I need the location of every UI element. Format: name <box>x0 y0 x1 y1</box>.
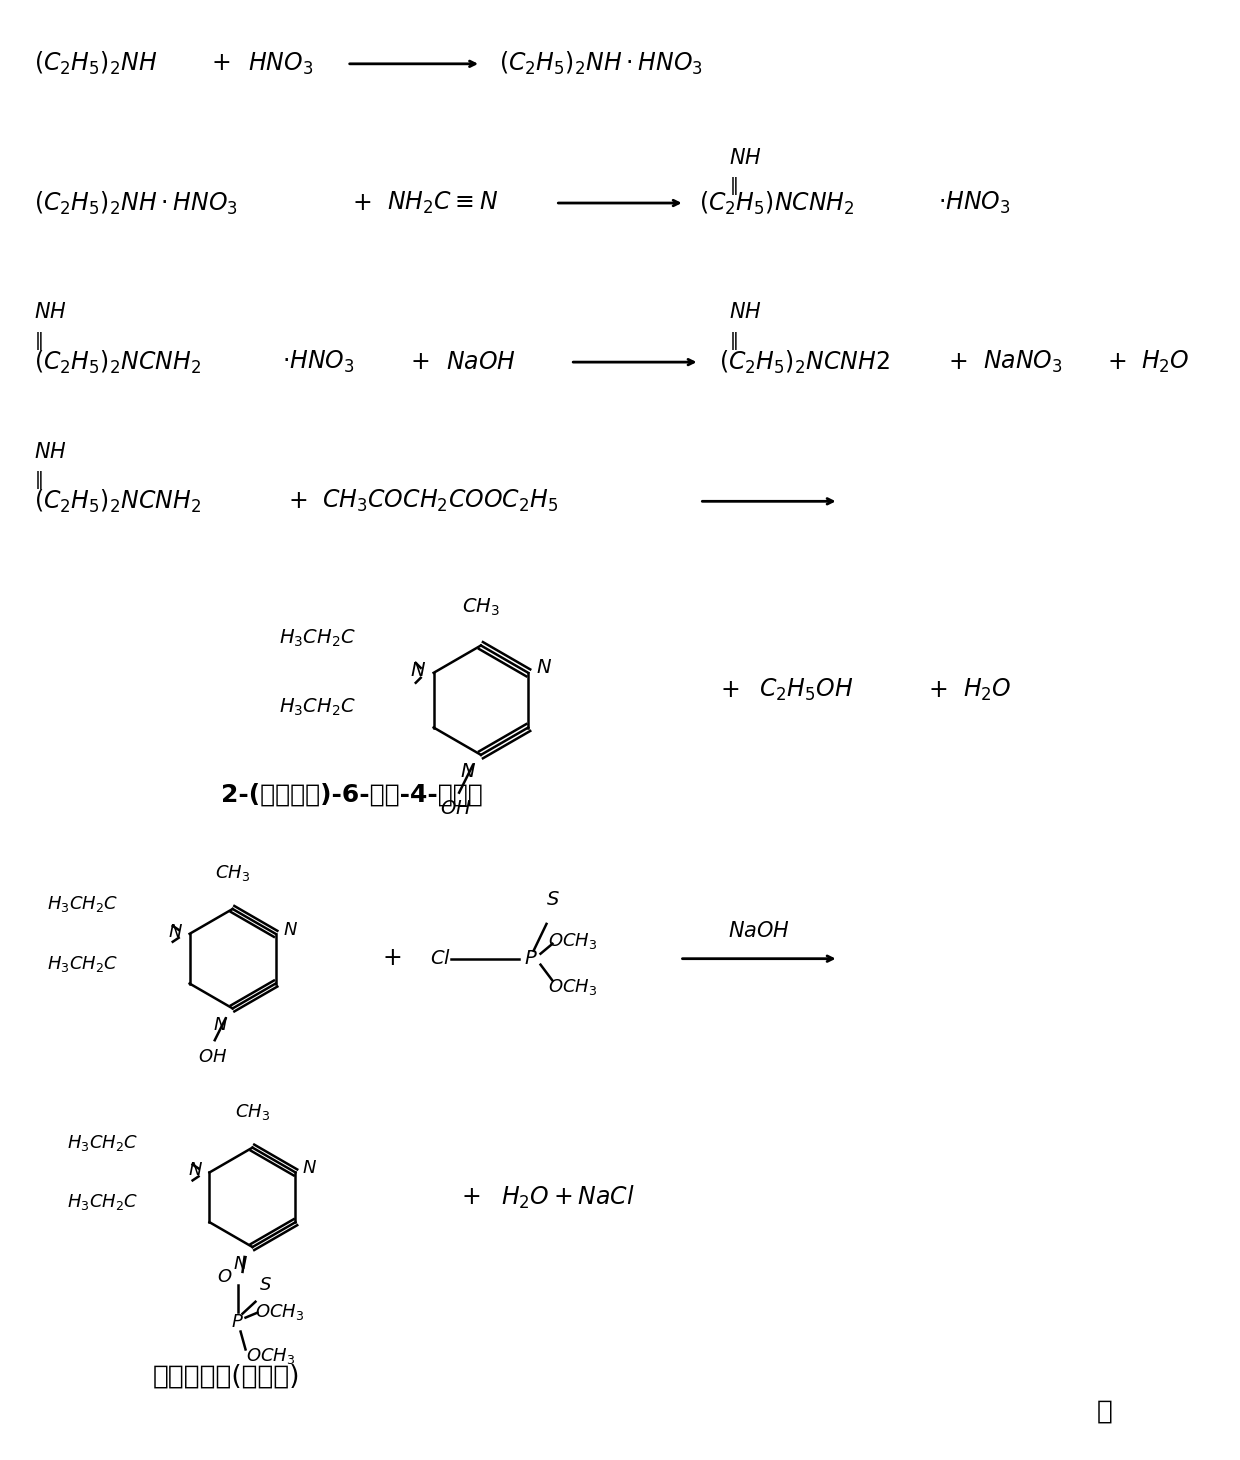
Text: $(C_2H_5)_2NH\cdot HNO_3$: $(C_2H_5)_2NH\cdot HNO_3$ <box>33 190 238 216</box>
Text: $NaOH$: $NaOH$ <box>446 350 516 374</box>
Text: $(C_2H_5)_2NCNH_2$: $(C_2H_5)_2NCNH_2$ <box>33 488 201 515</box>
Text: $OH$: $OH$ <box>440 800 472 818</box>
Text: $(C_2H_5)_2NCNH_2$: $(C_2H_5)_2NCNH_2$ <box>33 349 201 375</box>
Text: $NH$: $NH$ <box>729 302 763 323</box>
Text: $+$: $+$ <box>409 350 429 374</box>
Text: $\cdot HNO_3$: $\cdot HNO_3$ <box>937 190 1011 216</box>
Text: $H_2O$: $H_2O$ <box>962 677 1012 704</box>
Text: $N$: $N$ <box>233 1256 248 1273</box>
Text: $OCH_3$: $OCH_3$ <box>548 931 598 950</box>
Text: $+$: $+$ <box>1107 350 1126 374</box>
Text: $H_3CH_2C$: $H_3CH_2C$ <box>279 696 356 718</box>
Text: $NH$: $NH$ <box>729 149 763 168</box>
Text: $N$: $N$ <box>409 661 425 680</box>
Text: $H_3CH_2C$: $H_3CH_2C$ <box>47 953 118 974</box>
Text: $N$: $N$ <box>167 923 182 940</box>
Text: $OCH_3$: $OCH_3$ <box>246 1346 295 1367</box>
Text: $HNO_3$: $HNO_3$ <box>248 51 312 77</box>
Text: $\|$: $\|$ <box>729 175 738 197</box>
Text: $\|$: $\|$ <box>33 470 42 492</box>
Text: $(C_2H_5)_2NH\cdot HNO_3$: $(C_2H_5)_2NH\cdot HNO_3$ <box>498 50 703 77</box>
Text: $P$: $P$ <box>231 1313 244 1330</box>
Text: $+$: $+$ <box>929 679 947 702</box>
Text: $CH_3$: $CH_3$ <box>463 596 500 618</box>
Text: $(C_2H_5)_2NCNH2$: $(C_2H_5)_2NCNH2$ <box>719 349 890 375</box>
Text: $(C_2H_5)_2NH$: $(C_2H_5)_2NH$ <box>33 50 157 77</box>
Text: $C_2H_5OH$: $C_2H_5OH$ <box>759 677 853 704</box>
Text: $OCH_3$: $OCH_3$ <box>548 977 598 997</box>
Text: $H_2O + NaCl$: $H_2O + NaCl$ <box>501 1184 635 1210</box>
Text: $Cl$: $Cl$ <box>430 949 451 968</box>
Text: 。: 。 <box>1096 1399 1112 1423</box>
Text: $+$: $+$ <box>461 1186 481 1209</box>
Text: $OH$: $OH$ <box>198 1048 227 1066</box>
Text: $CH_3$: $CH_3$ <box>234 1102 270 1121</box>
Text: $\|$: $\|$ <box>33 330 42 352</box>
Text: $+$: $+$ <box>211 53 231 76</box>
Text: $N$: $N$ <box>460 762 476 781</box>
Text: $NH$: $NH$ <box>33 441 67 461</box>
Text: 2-(二乙氨基)-6-甲基-4-嘧啶醇: 2-(二乙氨基)-6-甲基-4-嘧啶醇 <box>221 783 482 806</box>
Text: $(C_2H_5)NCNH_2$: $(C_2H_5)NCNH_2$ <box>699 190 856 216</box>
Text: $CH_3COCH_2COOC_2H_5$: $CH_3COCH_2COOC_2H_5$ <box>322 488 558 514</box>
Text: $O$: $O$ <box>217 1267 233 1286</box>
Text: $H_3CH_2C$: $H_3CH_2C$ <box>67 1133 138 1152</box>
Text: $H_3CH_2C$: $H_3CH_2C$ <box>47 894 118 914</box>
Text: $NH$: $NH$ <box>33 302 67 323</box>
Text: $S$: $S$ <box>259 1276 273 1294</box>
Text: $P$: $P$ <box>523 949 537 968</box>
Text: $\|$: $\|$ <box>729 330 738 352</box>
Text: $+$: $+$ <box>949 350 967 374</box>
Text: $N$: $N$ <box>187 1162 202 1180</box>
Text: $NH_2C{\equiv}N$: $NH_2C{\equiv}N$ <box>387 190 497 216</box>
Text: $H_3CH_2C$: $H_3CH_2C$ <box>279 628 356 648</box>
Text: $+$: $+$ <box>382 948 402 971</box>
Text: $CH_3$: $CH_3$ <box>215 863 250 883</box>
Text: $OCH_3$: $OCH_3$ <box>255 1302 305 1321</box>
Text: $+$: $+$ <box>352 191 371 215</box>
Text: $N$: $N$ <box>536 658 552 677</box>
Text: $H_3CH_2C$: $H_3CH_2C$ <box>67 1193 138 1212</box>
Text: $S$: $S$ <box>547 891 560 910</box>
Text: $+$: $+$ <box>288 489 306 512</box>
Text: 甲基嘧啶磷(杀虫剂): 甲基嘧啶磷(杀虫剂) <box>154 1364 300 1390</box>
Text: $\cdot HNO_3$: $\cdot HNO_3$ <box>283 349 355 375</box>
Text: $NaOH$: $NaOH$ <box>728 921 790 940</box>
Text: $H_2O$: $H_2O$ <box>1142 349 1190 375</box>
Text: $N$: $N$ <box>303 1159 317 1177</box>
Text: $N$: $N$ <box>283 921 298 939</box>
Text: $+$: $+$ <box>719 679 739 702</box>
Text: $N$: $N$ <box>213 1016 228 1034</box>
Text: $NaNO_3$: $NaNO_3$ <box>982 349 1063 375</box>
